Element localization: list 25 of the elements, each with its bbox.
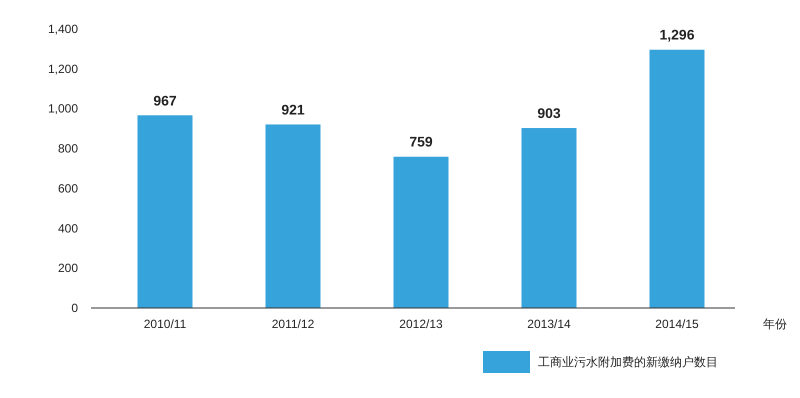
y-tick-label: 400 [58,221,78,236]
legend-label: 工商业污水附加费的新缴纳户数目 [538,355,718,369]
x-tick-label: 2013/14 [527,317,572,331]
y-tick-label: 800 [58,142,78,156]
bar [138,115,192,308]
x-tick-label: 2012/13 [399,317,444,331]
y-tick-label: 1,200 [48,62,78,76]
bar [266,124,320,308]
data-label: 759 [409,134,433,150]
y-tick-label: 1,400 [48,22,78,36]
x-tick-label: 2011/12 [272,317,315,331]
x-axis-title: 年份 [763,317,787,331]
data-label: 967 [153,92,177,108]
bar [650,50,704,308]
bar [394,156,448,308]
y-tick-label: 1,000 [48,102,78,116]
y-tick-label: 600 [58,181,78,196]
y-tick-label: 0 [71,301,78,315]
data-label: 1,296 [659,26,695,43]
x-tick-label: 2010/11 [144,317,187,331]
data-label: 921 [281,101,305,118]
bar [522,128,576,308]
x-tick-label: 2014/15 [655,317,700,331]
y-tick-label: 200 [58,261,78,276]
data-label: 903 [537,105,561,122]
